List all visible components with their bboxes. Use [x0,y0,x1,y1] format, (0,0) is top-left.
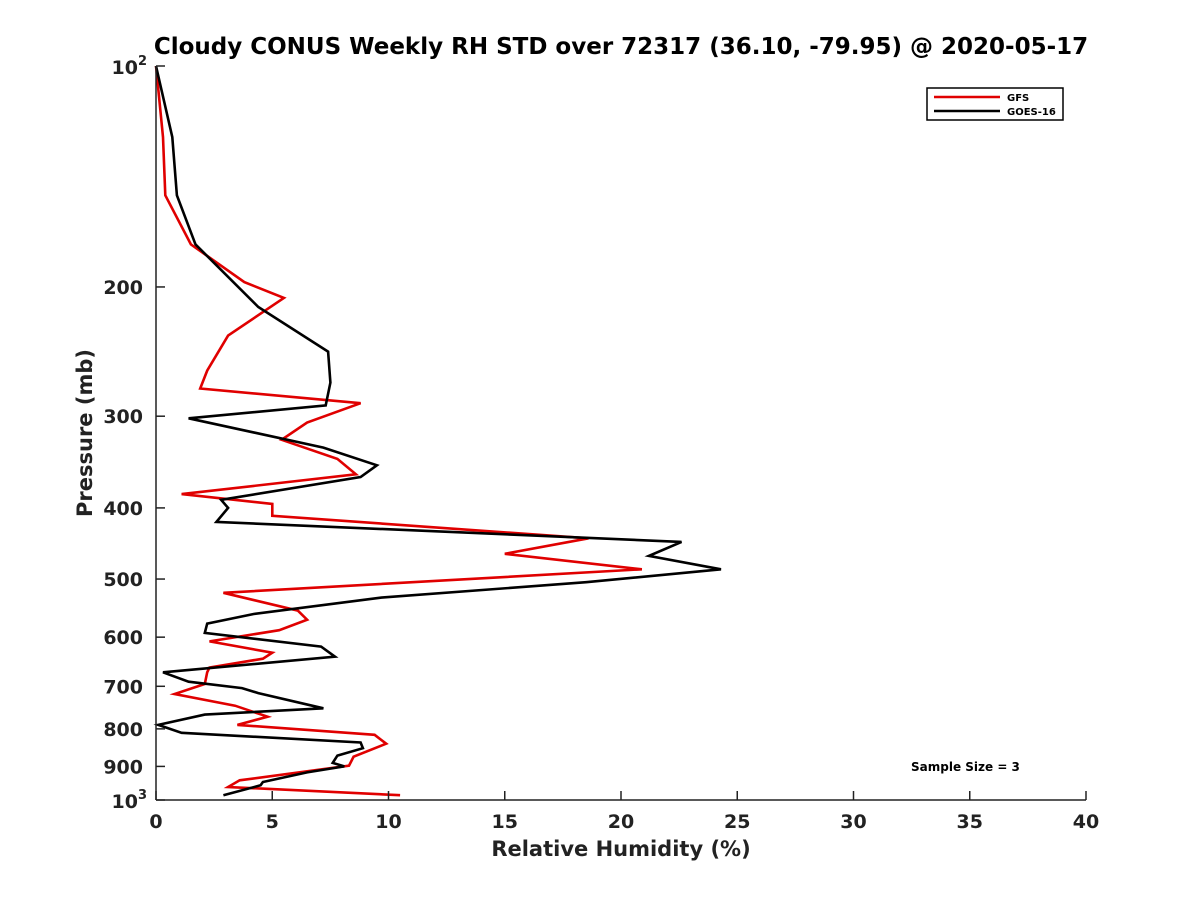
y-tick-label-base: 10 [112,57,138,79]
legend-box [926,87,1064,121]
y-tick-label: 300 [103,406,143,428]
x-tick-label: 20 [608,811,634,833]
y-tick-label: 700 [103,676,143,698]
x-tick-label: 40 [1073,811,1099,833]
y-tick-label: 102 [112,54,148,79]
x-tick-label: 15 [492,811,518,833]
x-axis-ticks: 0 5 10 15 20 25 30 35 40 [149,791,1099,833]
x-tick-label: 10 [375,811,401,833]
y-tick-label: 400 [103,498,143,520]
x-tick-label: 30 [840,811,866,833]
y-tick-label: 500 [103,569,143,591]
series-line-goes-16 [153,65,722,797]
x-tick-label: 0 [149,811,162,833]
series-lines [153,65,722,797]
y-tick-label-exponent: 2 [138,54,147,69]
y-tick-label: 200 [103,277,143,299]
y-tick-label: 800 [103,719,143,741]
plot-area: 0 5 10 15 20 25 30 35 40 10220030040050060070080… [103,54,1099,833]
chart-title: Cloudy CONUS Weekly RH STD over 72317 (3… [154,34,1088,60]
legend: GFS GOES-16 [926,87,1064,121]
y-tick-label-base: 10 [112,791,138,813]
series-line-gfs [154,65,643,797]
x-tick-label: 35 [957,811,983,833]
x-tick-label: 25 [724,811,750,833]
legend-label-gfs: GFS [1007,93,1029,104]
legend-label-goes16: GOES-16 [1007,107,1056,118]
sample-size-annotation: Sample Size = 3 [911,760,1020,774]
y-tick-label: 600 [103,627,143,649]
y-tick-label-exponent: 3 [138,788,147,803]
y-tick-label: 103 [112,788,148,813]
y-axis-title: Pressure (mb) [73,349,97,517]
y-tick-label: 900 [103,756,143,778]
x-axis-title: Relative Humidity (%) [491,837,750,861]
x-tick-label: 5 [266,811,279,833]
